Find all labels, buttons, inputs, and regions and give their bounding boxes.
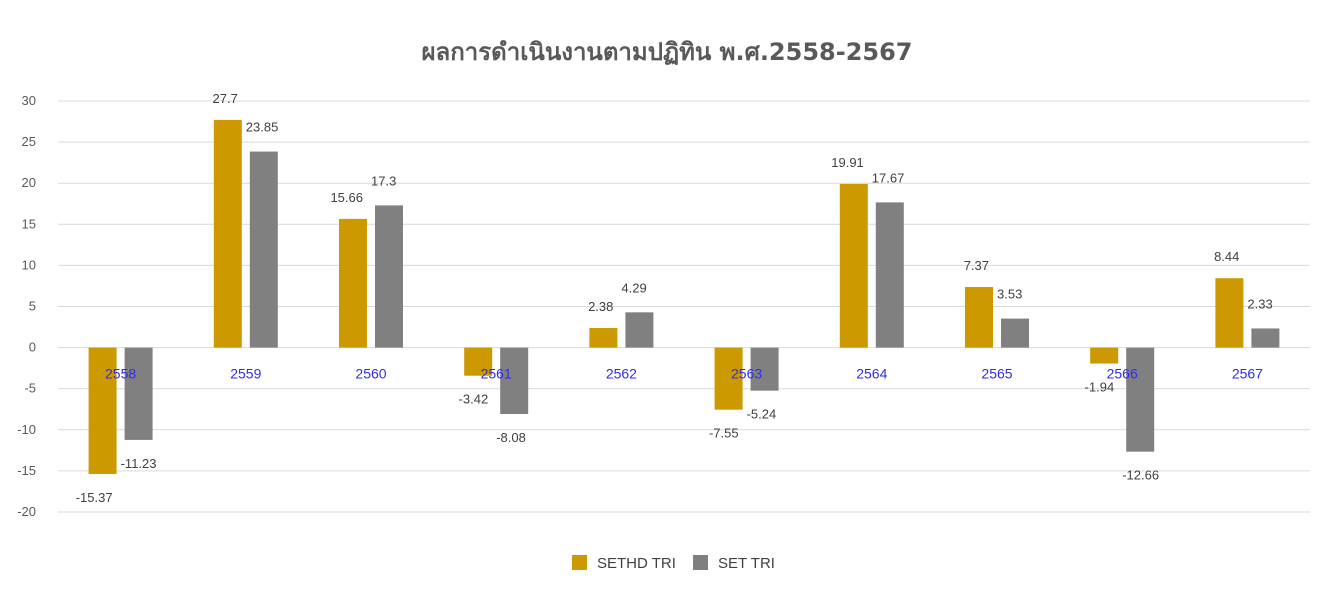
bar [965, 287, 993, 348]
data-label: 17.67 [872, 170, 905, 185]
data-label: 19.91 [831, 155, 864, 170]
data-label: -12.66 [1122, 468, 1159, 483]
y-tick-label: 0 [29, 340, 36, 355]
data-label: 4.29 [621, 280, 646, 295]
data-label: 8.44 [1214, 249, 1239, 264]
bars [88, 119, 1280, 474]
bar [625, 312, 654, 348]
data-label: -3.42 [459, 392, 489, 407]
category-labels: 2558 2559 2560 2561 2562 2563 2564 2565 2566 2567 [105, 366, 1263, 382]
data-label: 23.85 [246, 120, 279, 135]
category-label: 2561 [481, 366, 512, 382]
data-label: 17.3 [371, 173, 396, 188]
category-label: 2565 [981, 366, 1012, 382]
data-label: -7.55 [709, 426, 739, 441]
category-label: 2558 [105, 366, 136, 382]
bar [1251, 328, 1280, 348]
data-label: -5.24 [747, 407, 777, 422]
y-tick-label: -15 [17, 463, 36, 478]
bar [500, 347, 529, 415]
y-tick-label: 20 [22, 175, 36, 190]
data-label: 27.7 [212, 91, 237, 106]
category-label: 2562 [606, 366, 637, 382]
y-tick-label: 25 [22, 134, 36, 149]
bar [714, 347, 743, 410]
data-label: -1.94 [1085, 380, 1115, 395]
legend: SETHD TRI SET TRI [572, 555, 775, 572]
y-tick-label: -20 [17, 504, 36, 519]
data-label: -8.08 [496, 430, 526, 445]
bar [1215, 278, 1244, 348]
bar [875, 202, 904, 348]
legend-label: SET TRI [718, 555, 775, 572]
legend-swatch [693, 555, 708, 570]
data-label: 2.33 [1247, 296, 1272, 311]
bar [1126, 347, 1155, 452]
data-label: -15.37 [76, 490, 113, 505]
bar [339, 218, 367, 348]
y-tick-label: 15 [22, 216, 36, 231]
category-label: 2566 [1107, 366, 1138, 382]
category-label: 2564 [856, 366, 887, 382]
legend-swatch [572, 555, 587, 570]
bar [1090, 347, 1119, 364]
y-tick-label: 5 [29, 299, 36, 314]
category-label: 2560 [355, 366, 386, 382]
bar [88, 347, 117, 474]
y-tick-label: 10 [22, 257, 36, 272]
bar [464, 347, 493, 376]
y-axis-ticks: 30 25 20 15 10 5 0 -5 -10 -15 -20 [17, 93, 36, 519]
category-label: 2559 [230, 366, 261, 382]
data-label: 7.37 [964, 258, 989, 273]
bar [750, 347, 779, 391]
gridlines [58, 100, 1310, 513]
y-tick-label: -5 [24, 381, 36, 396]
data-label: -11.23 [121, 456, 157, 471]
y-tick-label: -10 [17, 422, 36, 437]
y-tick-label: 30 [22, 93, 36, 108]
legend-label: SETHD TRI [597, 555, 676, 572]
bar [124, 347, 153, 440]
bar [375, 205, 403, 348]
category-label: 2567 [1232, 366, 1263, 382]
data-label: 15.66 [330, 190, 363, 205]
data-label: 3.53 [997, 287, 1022, 302]
category-label: 2563 [731, 366, 762, 382]
bar [213, 119, 242, 348]
chart-title: ผลการดำเนินงานตามปฏิทิน พ.ศ.2558-2567 [421, 38, 912, 66]
bar [1001, 318, 1029, 348]
data-label: 2.38 [588, 299, 613, 314]
bar [589, 328, 618, 348]
bar [249, 151, 278, 348]
data-labels: -15.37 -11.23 27.7 23.85 15.66 17.3 -3.42 -8.08… [76, 91, 1273, 505]
bar [839, 183, 868, 348]
